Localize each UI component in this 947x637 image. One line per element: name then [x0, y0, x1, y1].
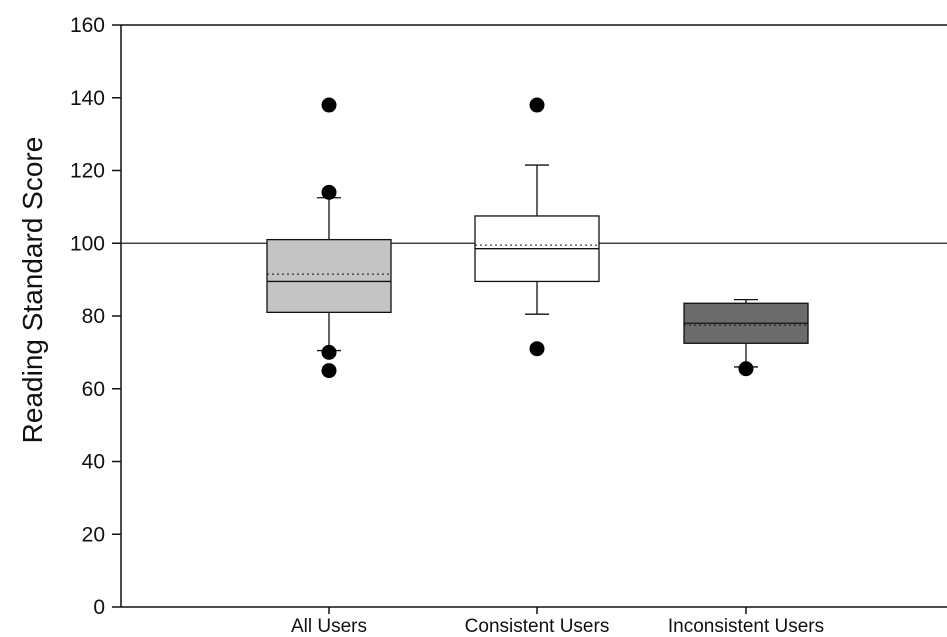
box-inconsistent-users	[683, 298, 809, 377]
y-tick-label-60: 60	[82, 378, 105, 401]
outlier-point-all-users-2	[321, 344, 337, 360]
labels-group: All Users Consistent Users Inconsistent Us…	[291, 616, 824, 637]
outlier-point-all-users-0	[321, 97, 337, 113]
y-tick-label-40: 40	[82, 451, 105, 474]
y-tick-label-20: 20	[82, 523, 105, 546]
y-tick-label-140: 140	[70, 87, 105, 110]
x-category-label-consistent-users: Consistent Users	[465, 616, 610, 637]
outlier-point-inconsistent-users-0	[738, 361, 754, 377]
outlier-point-consistent-users-1	[529, 341, 545, 357]
x-category-label-all-users: All Users	[291, 616, 367, 637]
box-body-all-users	[266, 238, 392, 314]
y-tick-label-160: 160	[70, 14, 105, 37]
y-tick-label-100: 100	[70, 232, 105, 255]
boxes-group	[266, 97, 809, 379]
y-axis-title: Reading Standard Score	[17, 137, 48, 444]
box-consistent-users	[474, 97, 600, 357]
y-tick-label-80: 80	[82, 305, 105, 328]
y-tick-label-0: 0	[93, 596, 105, 619]
axes: 0 20 40 60 80 100 120 140 160	[70, 14, 947, 619]
box-all-users	[266, 97, 392, 379]
outlier-point-all-users-1	[321, 184, 337, 200]
x-category-label-inconsistent-users: Inconsistent Users	[668, 616, 824, 637]
outlier-point-consistent-users-0	[529, 97, 545, 113]
y-tick-label-120: 120	[70, 160, 105, 183]
outlier-point-all-users-3	[321, 363, 337, 379]
